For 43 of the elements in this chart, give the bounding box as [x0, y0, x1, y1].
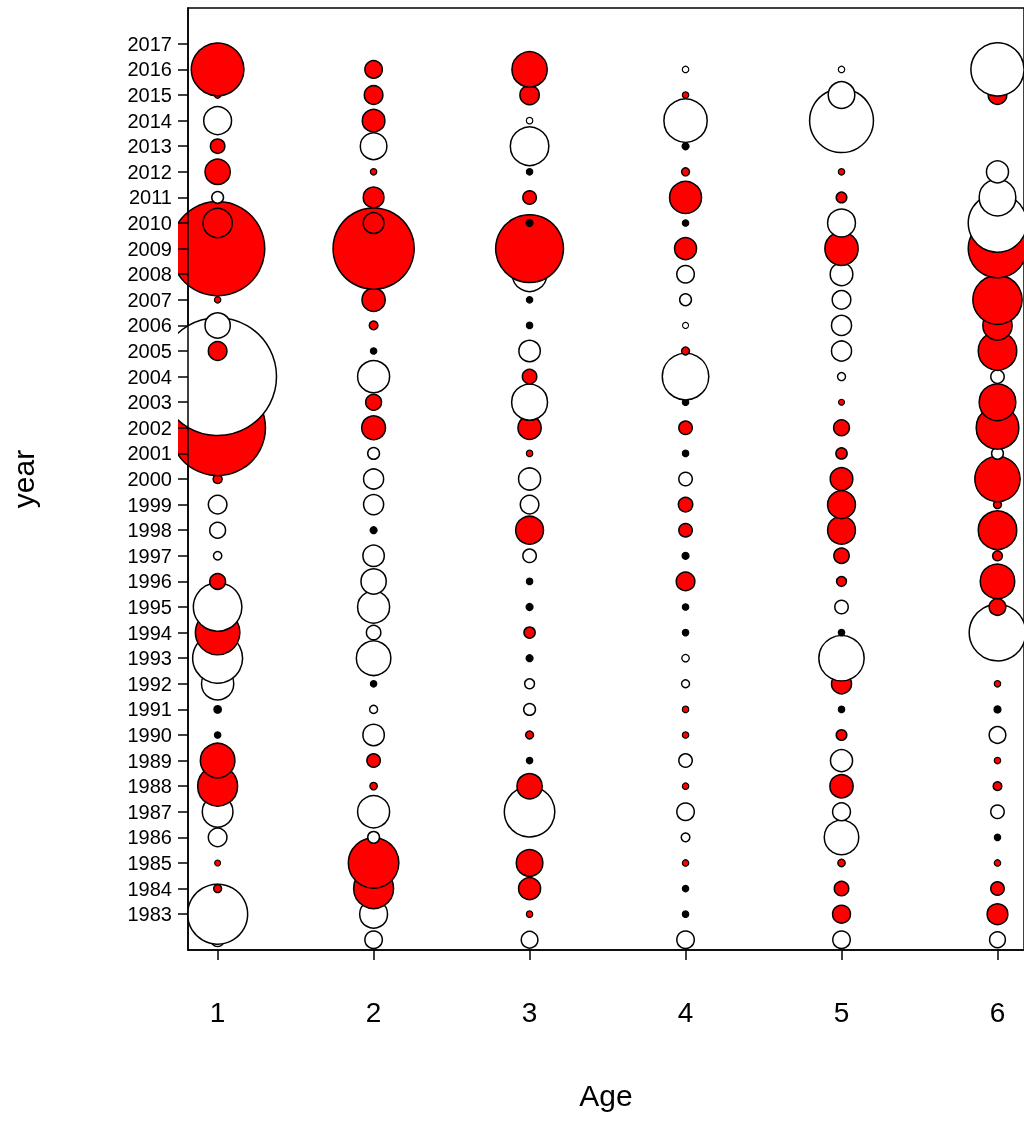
y-tick-label: 1998 [127, 519, 172, 542]
y-tick-label: 2010 [127, 212, 172, 235]
y-tick-label: 1992 [127, 672, 172, 695]
y-tick-label: 2015 [127, 84, 172, 107]
x-tick-label: 2 [365, 996, 382, 1028]
y-tick-label: 2008 [127, 263, 172, 286]
y-tick-label: 2014 [127, 109, 172, 132]
x-tick-label: 3 [521, 996, 538, 1028]
y-tick-label: 2013 [127, 135, 172, 158]
y-tick-label: 2005 [127, 340, 172, 363]
y-tick-label: 1989 [127, 749, 172, 772]
x-tick-label: 5 [833, 996, 850, 1028]
y-tick-label: 2017 [127, 32, 172, 55]
y-tick-label: 2016 [127, 58, 172, 81]
y-tick-label: 1985 [127, 851, 172, 874]
y-tick-label: 1991 [127, 698, 172, 721]
y-tick-label: 1983 [127, 903, 172, 926]
y-tick-label: 2007 [127, 288, 172, 311]
y-tick-label: 1993 [127, 647, 172, 670]
y-tick-label: 2011 [128, 186, 172, 209]
y-tick-label: 1994 [127, 621, 172, 644]
y-tick-label: 1990 [127, 723, 172, 746]
y-tick-label: 2006 [127, 314, 172, 337]
y-tick-label: 2002 [127, 416, 172, 439]
y-tick-label: 1997 [127, 544, 172, 567]
y-tick-label: 1988 [127, 775, 172, 798]
y-tick-label: 1984 [127, 877, 172, 900]
y-tick-label: 1999 [127, 493, 172, 516]
y-tick-label: 2012 [127, 160, 172, 183]
y-tick-label: 2003 [127, 391, 172, 414]
y-tick-label: 1986 [127, 826, 172, 849]
x-axis-title: Age [579, 1078, 633, 1112]
y-tick-label: 1995 [127, 595, 172, 618]
y-tick-label: 2000 [127, 468, 172, 490]
y-tick-label: 1987 [127, 800, 172, 823]
x-tick-label: 4 [677, 996, 694, 1028]
y-axis-title: year [6, 449, 40, 509]
y-tick-label: 2004 [127, 365, 172, 388]
y-tick-label: 2009 [127, 237, 172, 260]
y-tick-label: 2001 [127, 442, 172, 465]
x-tick-label: 1 [209, 996, 226, 1028]
y-tick-label: 1996 [127, 570, 172, 593]
x-tick-label: 6 [989, 996, 1006, 1028]
